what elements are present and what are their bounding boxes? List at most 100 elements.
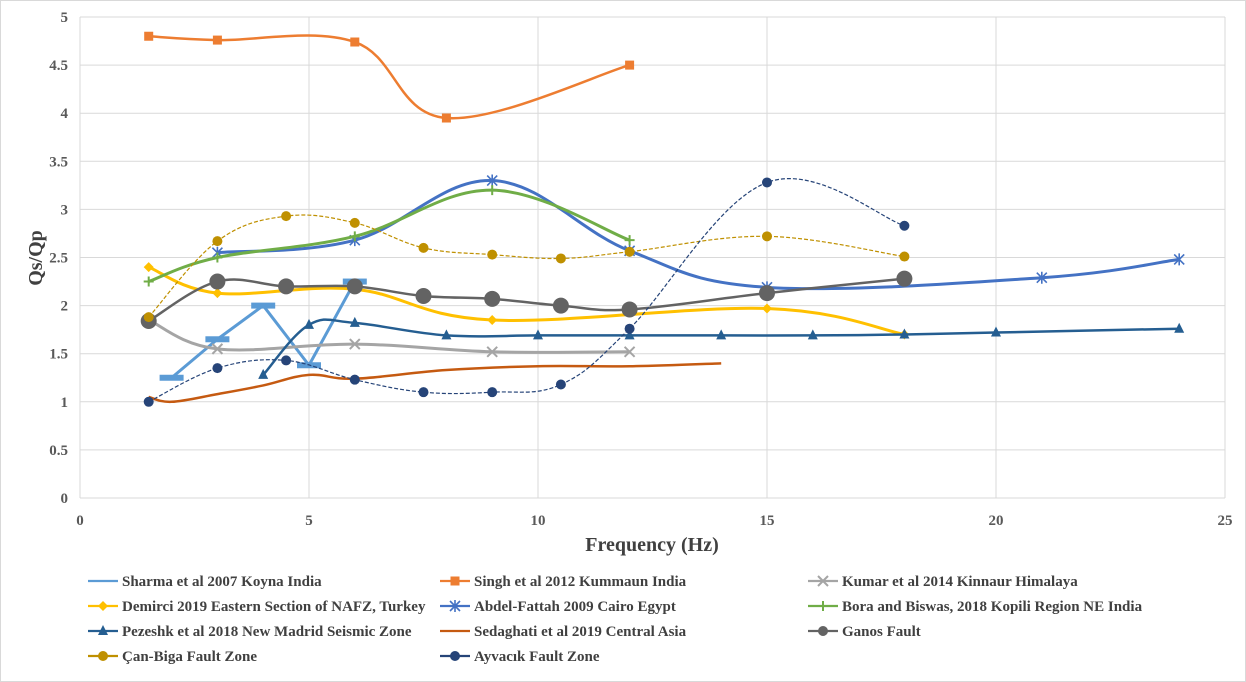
data-point [205, 336, 230, 343]
data-point [349, 374, 360, 385]
x-tick-label: 15 [760, 513, 775, 529]
data-point [350, 37, 360, 47]
gridlines [79, 16, 1226, 499]
data-point [349, 338, 361, 350]
legend-label: Bora and Biswas, 2018 Kopili Region NE I… [842, 599, 1143, 615]
series-line [148, 265, 905, 336]
legend-item: Singh et al 2012 Kummaun India [440, 574, 687, 590]
data-point [304, 318, 314, 329]
series-10 [143, 177, 910, 407]
legend-marker [449, 600, 461, 612]
y-tick-label: 1 [61, 395, 69, 411]
y-tick-label: 0 [61, 491, 69, 507]
data-point [441, 113, 451, 123]
data-point [621, 301, 638, 318]
data-point [418, 387, 429, 398]
legend-item: Sharma et al 2007 Koyna India [88, 574, 322, 590]
data-point [624, 235, 635, 246]
series-3 [143, 262, 910, 340]
series-7 [148, 362, 722, 404]
data-point [484, 290, 501, 307]
data-point [555, 379, 566, 390]
legend-item: Demirci 2019 Eastern Section of NAFZ, Tu… [88, 599, 426, 615]
legend-label: Demirci 2019 Eastern Section of NAFZ, Tu… [122, 599, 426, 615]
data-point [899, 328, 910, 339]
legend-item: Sedaghati et al 2019 Central Asia [440, 624, 687, 640]
legend-label: Abdel-Fattah 2009 Cairo Egypt [474, 599, 676, 615]
y-tick-label: 1.5 [49, 347, 68, 363]
data-point [281, 355, 292, 366]
data-point [258, 368, 269, 379]
legend-marker [98, 625, 108, 635]
data-point [212, 363, 223, 374]
data-point [486, 174, 498, 187]
legend-item: Ayvacık Fault Zone [440, 649, 600, 665]
legend-marker [450, 576, 460, 586]
data-point [441, 329, 452, 340]
data-point [991, 326, 1001, 337]
legend-marker [98, 601, 108, 611]
legend-marker [450, 651, 460, 661]
data-point [415, 287, 432, 304]
data-point [625, 60, 635, 70]
data-point [762, 231, 772, 242]
data-point [716, 329, 727, 340]
legend-item: Ganos Fault [808, 624, 921, 640]
data-point [159, 374, 184, 381]
legend-label: Ayvacık Fault Zone [474, 649, 600, 665]
data-point [143, 276, 154, 287]
series-5 [143, 185, 635, 287]
series-line [148, 362, 722, 404]
legend-marker [818, 601, 828, 611]
data-point [251, 302, 276, 309]
data-point [143, 312, 154, 323]
data-point [349, 316, 360, 327]
x-tick-label: 20 [989, 513, 1004, 529]
data-point [1174, 322, 1185, 333]
data-point [533, 329, 543, 340]
x-tick-label: 10 [531, 513, 546, 529]
y-axis-title: Qs/Qp [25, 230, 47, 286]
data-point [487, 185, 498, 196]
data-point [762, 303, 772, 314]
data-point [281, 211, 292, 222]
data-point [486, 346, 498, 358]
data-point [807, 329, 818, 340]
data-point [1173, 253, 1185, 266]
legend-marker [818, 626, 828, 636]
legend-label: Çan-Biga Fault Zone [122, 649, 257, 665]
data-point [623, 346, 636, 358]
legend-item: Kumar et al 2014 Kinnaur Himalaya [808, 574, 1078, 590]
legend-item: Bora and Biswas, 2018 Kopili Region NE I… [808, 599, 1143, 615]
series-8 [140, 270, 913, 329]
data-point [624, 329, 635, 340]
series-line [148, 34, 630, 120]
data-point [278, 278, 295, 295]
data-point [624, 323, 635, 334]
data-point [418, 242, 429, 253]
y-tick-label: 0.5 [49, 443, 68, 459]
x-tick-label: 0 [76, 513, 84, 529]
series-line [148, 188, 631, 283]
series-1 [144, 31, 635, 123]
tick-labels: 0 0.5 1 1.5 2 2.5 3 3.5 4 4.5 5 0 5 10 15 20 25 [49, 10, 1232, 529]
data-point [212, 35, 222, 45]
y-tick-label: 4.5 [49, 58, 68, 74]
series-line [148, 214, 905, 318]
legend-label: Singh et al 2012 Kummaun India [474, 574, 687, 590]
series-9 [143, 211, 910, 323]
legend-item: Abdel-Fattah 2009 Cairo Egypt [440, 599, 676, 615]
y-tick-label: 5 [61, 10, 69, 26]
data-point [487, 387, 498, 398]
series-line [170, 280, 357, 379]
legend-label: Kumar et al 2014 Kinnaur Himalaya [842, 574, 1078, 590]
data-point [212, 288, 223, 299]
data-point [143, 262, 154, 273]
legend-item: Pezeshk et al 2018 New Madrid Seismic Zo… [88, 624, 412, 640]
data-point [346, 278, 363, 295]
data-point [896, 270, 913, 287]
y-tick-label: 2 [61, 299, 69, 315]
data-point [555, 253, 566, 264]
series-line [148, 318, 630, 354]
